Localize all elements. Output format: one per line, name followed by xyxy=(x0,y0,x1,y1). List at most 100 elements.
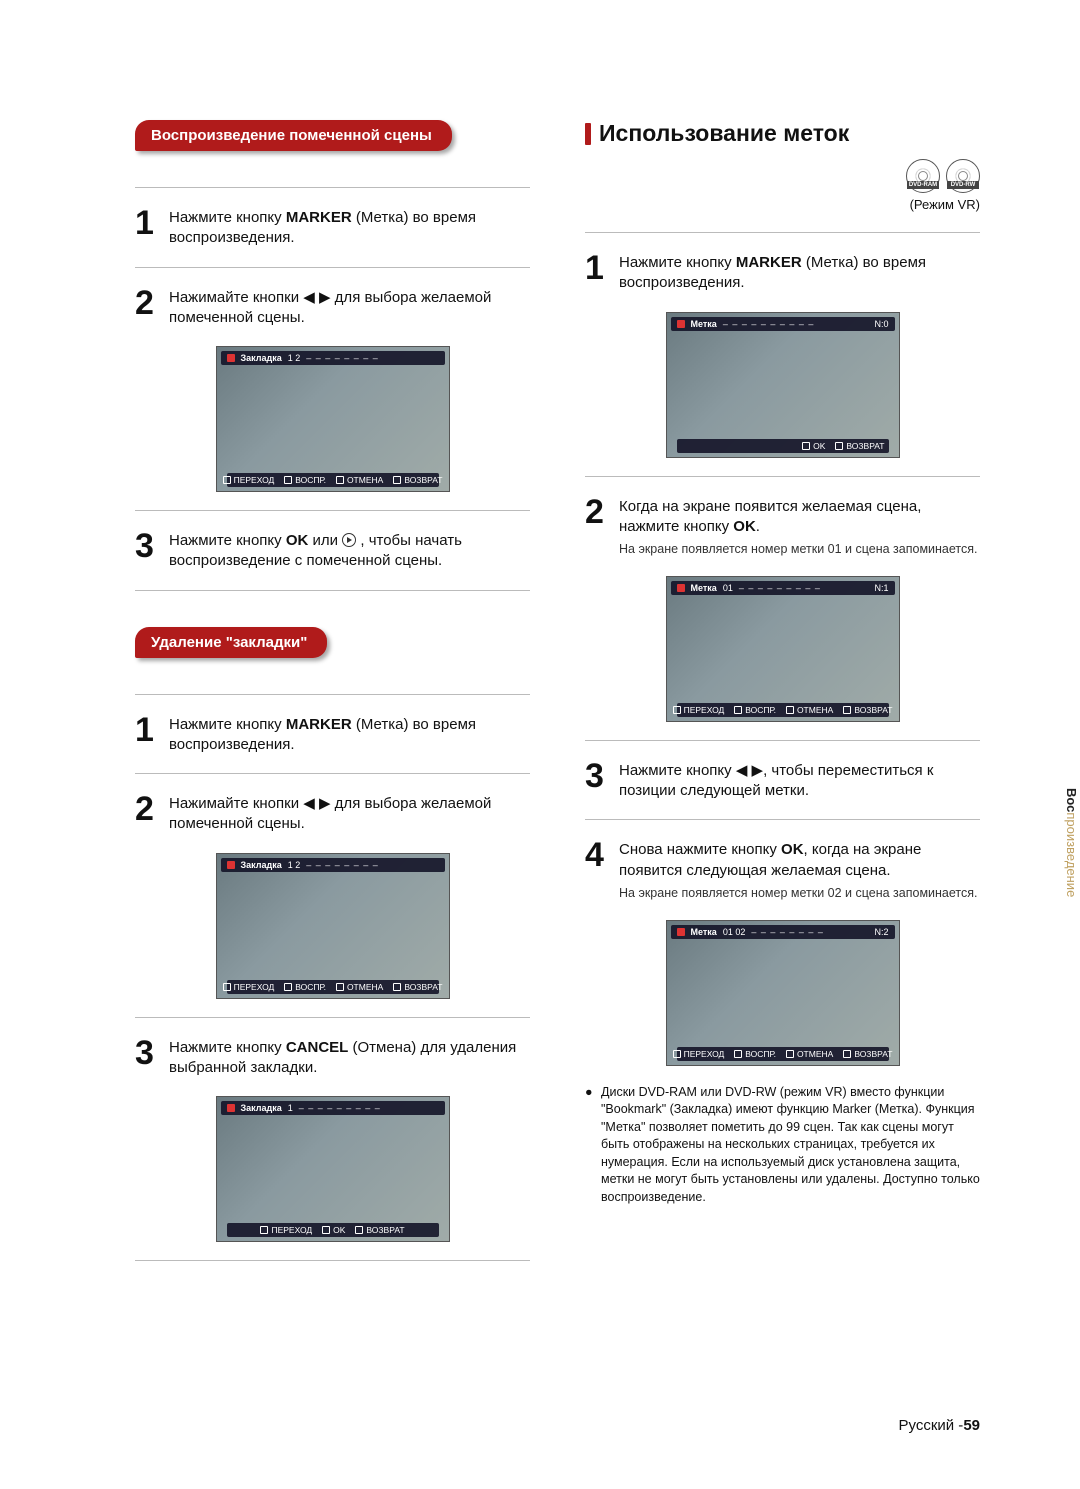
osd-btn: ВОСПР. xyxy=(295,982,326,992)
step-number: 4 xyxy=(585,838,609,901)
kw-marker: MARKER xyxy=(286,716,352,733)
kw-marker: MARKER xyxy=(736,254,802,271)
osd-dashes: – – – – – – – – xyxy=(306,860,438,870)
osd-btn: ОТМЕНА xyxy=(347,475,383,485)
page-footer: Русский -59 xyxy=(898,1417,980,1434)
osd-nums: 1 2 xyxy=(288,860,301,870)
marker-icon xyxy=(227,861,235,869)
divider xyxy=(135,267,530,268)
btn-icon xyxy=(223,983,231,991)
btn-icon xyxy=(336,476,344,484)
btn-icon xyxy=(284,983,292,991)
t: или xyxy=(308,532,342,549)
step-number: 3 xyxy=(135,1036,159,1079)
t: Нажмите кнопку xyxy=(169,209,286,226)
osd-top-bar: Закладка 1 – – – – – – – – – xyxy=(221,1101,445,1115)
osd-btn: ВОЗВРАТ xyxy=(404,982,442,992)
osd-btn: ПЕРЕХОД xyxy=(271,1225,312,1235)
osd-top-bar: Метка 01 – – – – – – – – – N:1 xyxy=(671,581,895,595)
divider xyxy=(585,476,980,477)
osd-btn: ВОЗВРАТ xyxy=(854,705,892,715)
osd-label: Метка xyxy=(691,583,717,593)
heading-bar-icon xyxy=(585,123,591,145)
osd-thumbnail: Метка 01 02 – – – – – – – – N:2 ПЕРЕХОД … xyxy=(666,920,900,1066)
osd-label: Метка xyxy=(691,927,717,937)
divider xyxy=(135,510,530,511)
divider xyxy=(585,819,980,820)
step-text: Нажмите кнопку ◀ ▶, чтобы переместиться … xyxy=(619,759,980,802)
marker-icon xyxy=(677,928,685,936)
step-1: 1 Нажмите кнопку MARKER (Метка) во время… xyxy=(135,206,530,249)
osd-btn: OK xyxy=(333,1225,345,1235)
del-step-1: 1 Нажмите кнопку MARKER (Метка) во время… xyxy=(135,713,530,756)
right-column: Использование меток DVD-RAM DVD-RW (Режи… xyxy=(585,120,980,1279)
osd-btn: ВОСПР. xyxy=(745,705,776,715)
side-tab: Воспроизведение xyxy=(1060,780,1080,905)
osd-bottom-bar: ПЕРЕХОД ВОСПР. ОТМЕНА ВОЗВРАТ xyxy=(677,1047,889,1061)
step-number: 1 xyxy=(585,251,609,294)
osd-btn: ВОСПР. xyxy=(745,1049,776,1059)
osd-nums: 1 2 xyxy=(288,353,301,363)
btn-icon xyxy=(336,983,344,991)
step-text: Снова нажмите кнопку OK, когда на экране… xyxy=(619,838,980,901)
r-step-2: 2 Когда на экране появится желаемая сцен… xyxy=(585,495,980,558)
t: Нажмите кнопку xyxy=(619,762,736,779)
step-3: 3 Нажмите кнопку OK или , чтобы начать в… xyxy=(135,529,530,572)
osd-thumbnail: Закладка 1 – – – – – – – – – ПЕРЕХОД OK … xyxy=(216,1096,450,1242)
section-heading-markers: Использование меток xyxy=(585,120,980,147)
step-text: Нажмите кнопку OK или , чтобы начать вос… xyxy=(169,529,530,572)
osd-btn: ВОЗВРАТ xyxy=(854,1049,892,1059)
osd-dashes: – – – – – – – – xyxy=(306,353,438,363)
arrow-keys-icon: ◀ ▶ xyxy=(303,795,330,812)
kw-ok: OK xyxy=(781,841,804,858)
step-number: 1 xyxy=(135,206,159,249)
osd-top-bar: Закладка 1 2 – – – – – – – – xyxy=(221,351,445,365)
t: Нажмите кнопку xyxy=(619,254,736,271)
t: Нажмите кнопку xyxy=(169,716,286,733)
disc-label: DVD-RW xyxy=(947,181,979,189)
osd-btn: ВОЗВРАТ xyxy=(366,1225,404,1235)
side-tab-text-a: Вос xyxy=(1064,788,1079,812)
btn-icon xyxy=(843,706,851,714)
osd-bottom-bar: ПЕРЕХОД OK ВОЗВРАТ xyxy=(227,1223,439,1237)
osd-bottom-bar: OK ВОЗВРАТ xyxy=(677,439,889,453)
step-text: Когда на экране появится желаемая сцена,… xyxy=(619,495,980,558)
osd-btn: ПЕРЕХОД xyxy=(234,982,275,992)
osd-btn: ВОЗВРАТ xyxy=(404,475,442,485)
step-number: 2 xyxy=(585,495,609,558)
osd-bottom-bar: ПЕРЕХОД ВОСПР. ОТМЕНА ВОЗВРАТ xyxy=(227,980,439,994)
kw-cancel: CANCEL xyxy=(286,1039,349,1056)
btn-icon xyxy=(260,1226,268,1234)
osd-dashes: – – – – – – – – – xyxy=(299,1103,439,1113)
osd-dashes: – – – – – – – – – xyxy=(739,583,869,593)
r-step-3: 3 Нажмите кнопку ◀ ▶, чтобы переместитьс… xyxy=(585,759,980,802)
kw-ok: OK xyxy=(733,518,756,535)
osd-btn: ОТМЕНА xyxy=(347,982,383,992)
kw-ok: OK xyxy=(286,532,309,549)
step-number: 2 xyxy=(135,792,159,835)
btn-icon xyxy=(393,983,401,991)
marker-icon xyxy=(677,320,685,328)
osd-thumbnail: Метка 01 – – – – – – – – – N:1 ПЕРЕХОД В… xyxy=(666,576,900,722)
osd-btn: ПЕРЕХОД xyxy=(234,475,275,485)
osd-dashes: – – – – – – – – xyxy=(751,927,868,937)
osd-bottom-bar: ПЕРЕХОД ВОСПР. ОТМЕНА ВОЗВРАТ xyxy=(227,473,439,487)
step-text: Нажимайте кнопки ◀ ▶ для выбора желаемой… xyxy=(169,286,530,329)
divider xyxy=(135,773,530,774)
osd-btn: ПЕРЕХОД xyxy=(684,705,725,715)
btn-icon xyxy=(786,1050,794,1058)
osd-thumbnail: Закладка 1 2 – – – – – – – – ПЕРЕХОД ВОС… xyxy=(216,346,450,492)
btn-icon xyxy=(223,476,231,484)
osd-nums: 1 xyxy=(288,1103,293,1113)
step-text: Нажмите кнопку MARKER (Метка) во время в… xyxy=(169,206,530,249)
t: Нажимайте кнопки xyxy=(169,289,303,306)
r-step-1: 1 Нажмите кнопку MARKER (Метка) во время… xyxy=(585,251,980,294)
osd-top-bar: Метка 01 02 – – – – – – – – N:2 xyxy=(671,925,895,939)
arrow-keys-icon: ◀ ▶ xyxy=(303,289,330,306)
t: Нажмите кнопку xyxy=(169,532,286,549)
osd-bottom-bar: ПЕРЕХОД ВОСПР. ОТМЕНА ВОЗВРАТ xyxy=(677,703,889,717)
osd-top-bar: Закладка 1 2 – – – – – – – – xyxy=(221,858,445,872)
btn-icon xyxy=(355,1226,363,1234)
section-title-delete: Удаление "закладки" xyxy=(135,627,327,658)
footnote: ● Диски DVD-RAM или DVD-RW (режим VR) вм… xyxy=(585,1084,980,1207)
